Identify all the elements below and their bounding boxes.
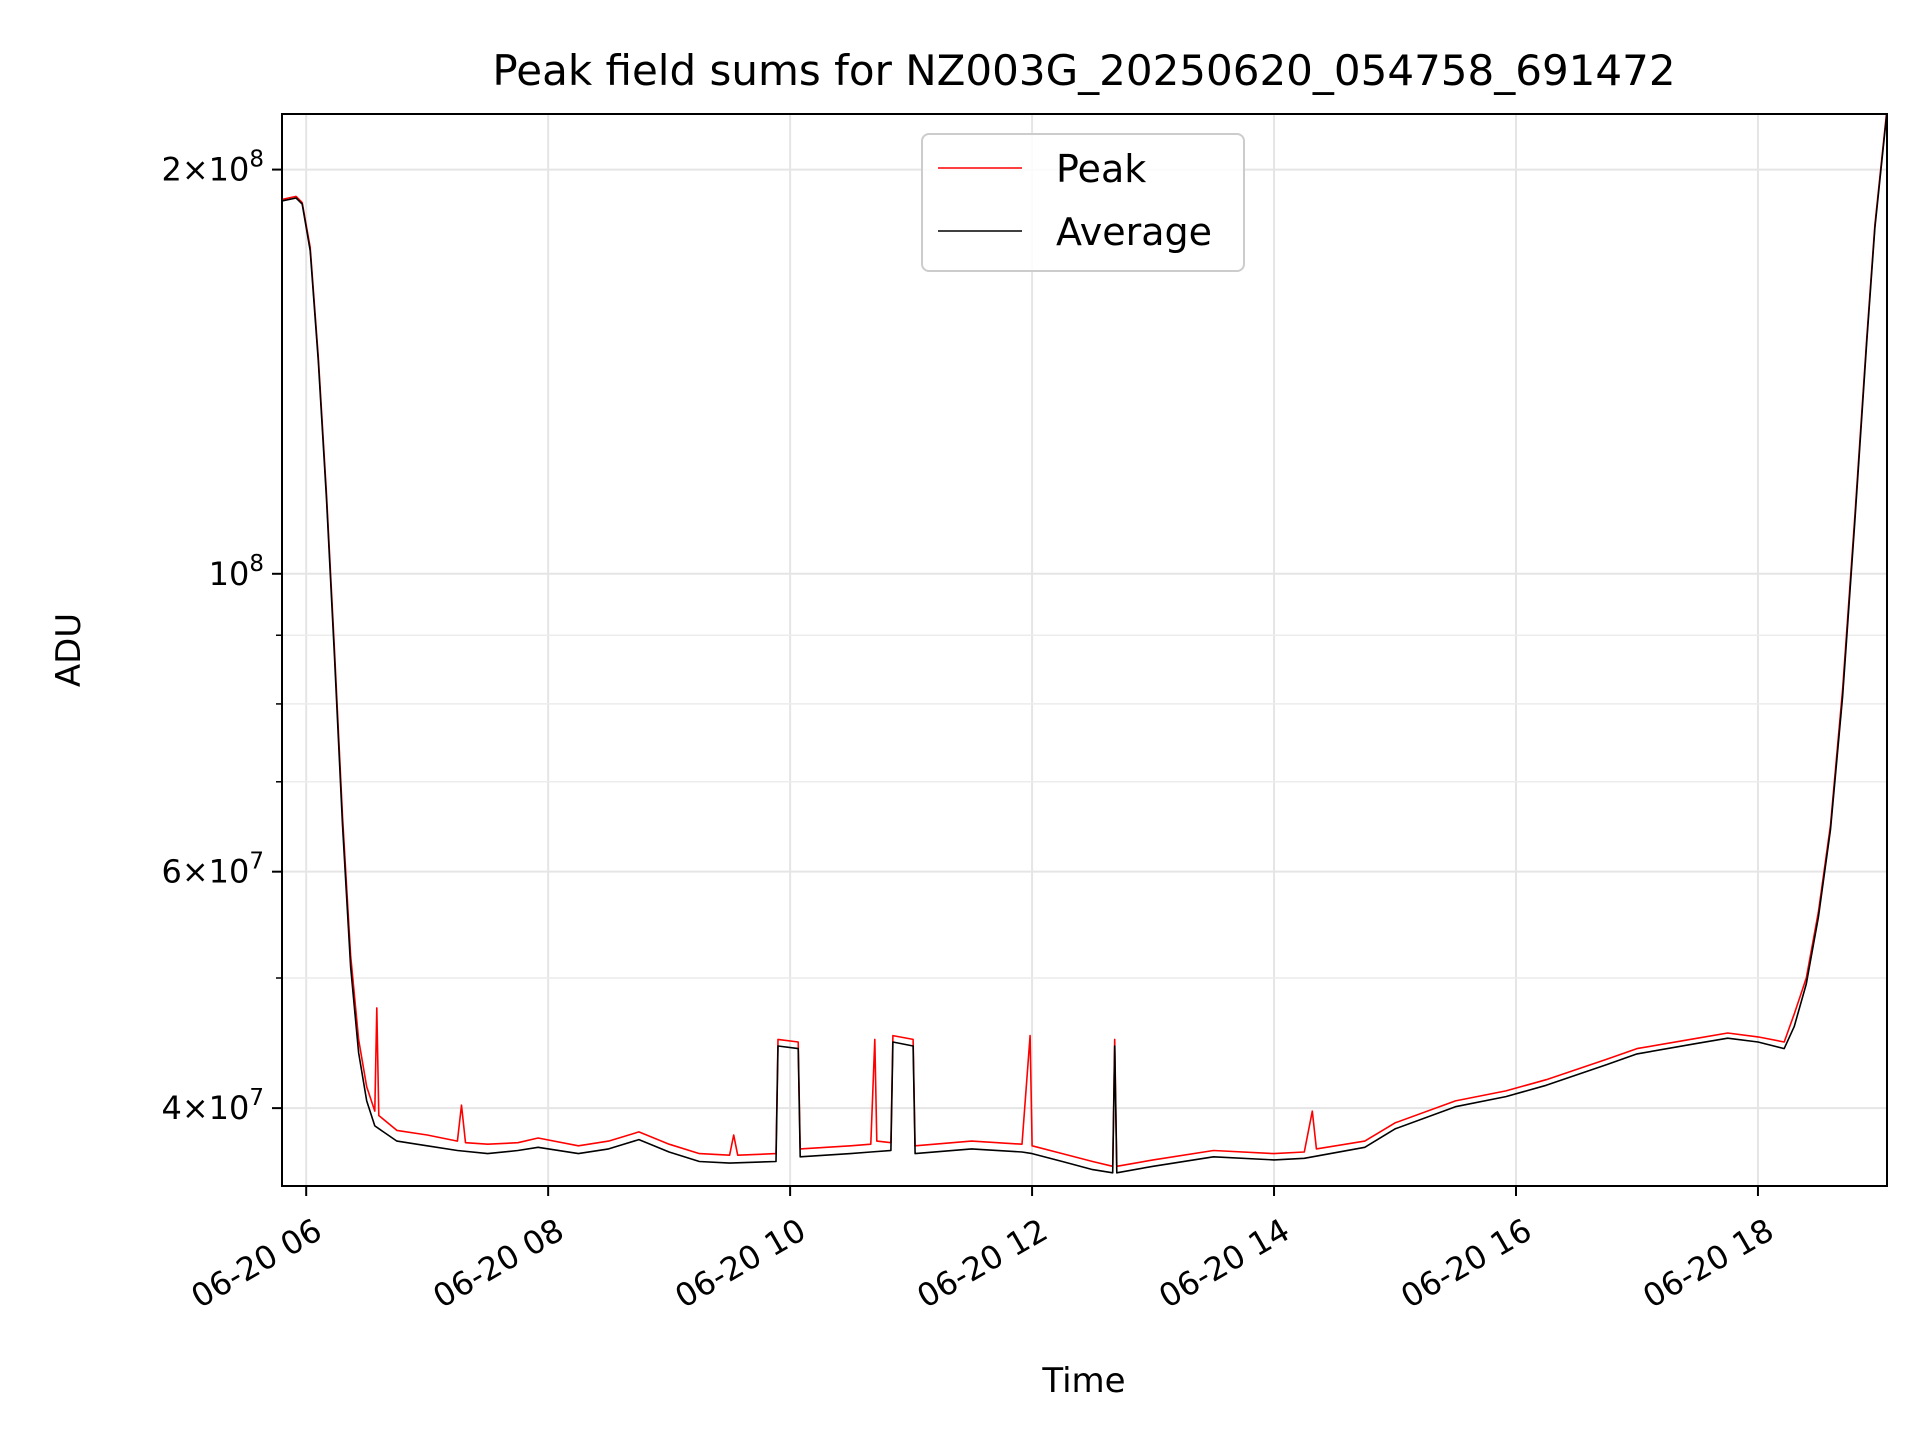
series-layer bbox=[282, 114, 1887, 1174]
series-line-average bbox=[282, 114, 1887, 1174]
x-axis-label: Time bbox=[1041, 1361, 1125, 1401]
legend: Peak Average bbox=[921, 133, 1245, 272]
legend-label-peak: Peak bbox=[1056, 147, 1146, 191]
y-axis-label: ADU bbox=[49, 613, 89, 687]
plot-frame bbox=[281, 113, 1888, 1187]
y-tick-label: 2×108 bbox=[161, 147, 264, 189]
y-tick-label: 108 bbox=[209, 551, 264, 593]
chart-title: Peak field sums for NZ003G_20250620_0547… bbox=[492, 46, 1675, 95]
legend-label-average: Average bbox=[1056, 210, 1212, 254]
y-tick-label: 6×107 bbox=[161, 849, 264, 891]
y-axis: 4×107 6×107 108 2×108 bbox=[161, 147, 282, 1127]
y-tick-label: 4×107 bbox=[161, 1085, 264, 1127]
